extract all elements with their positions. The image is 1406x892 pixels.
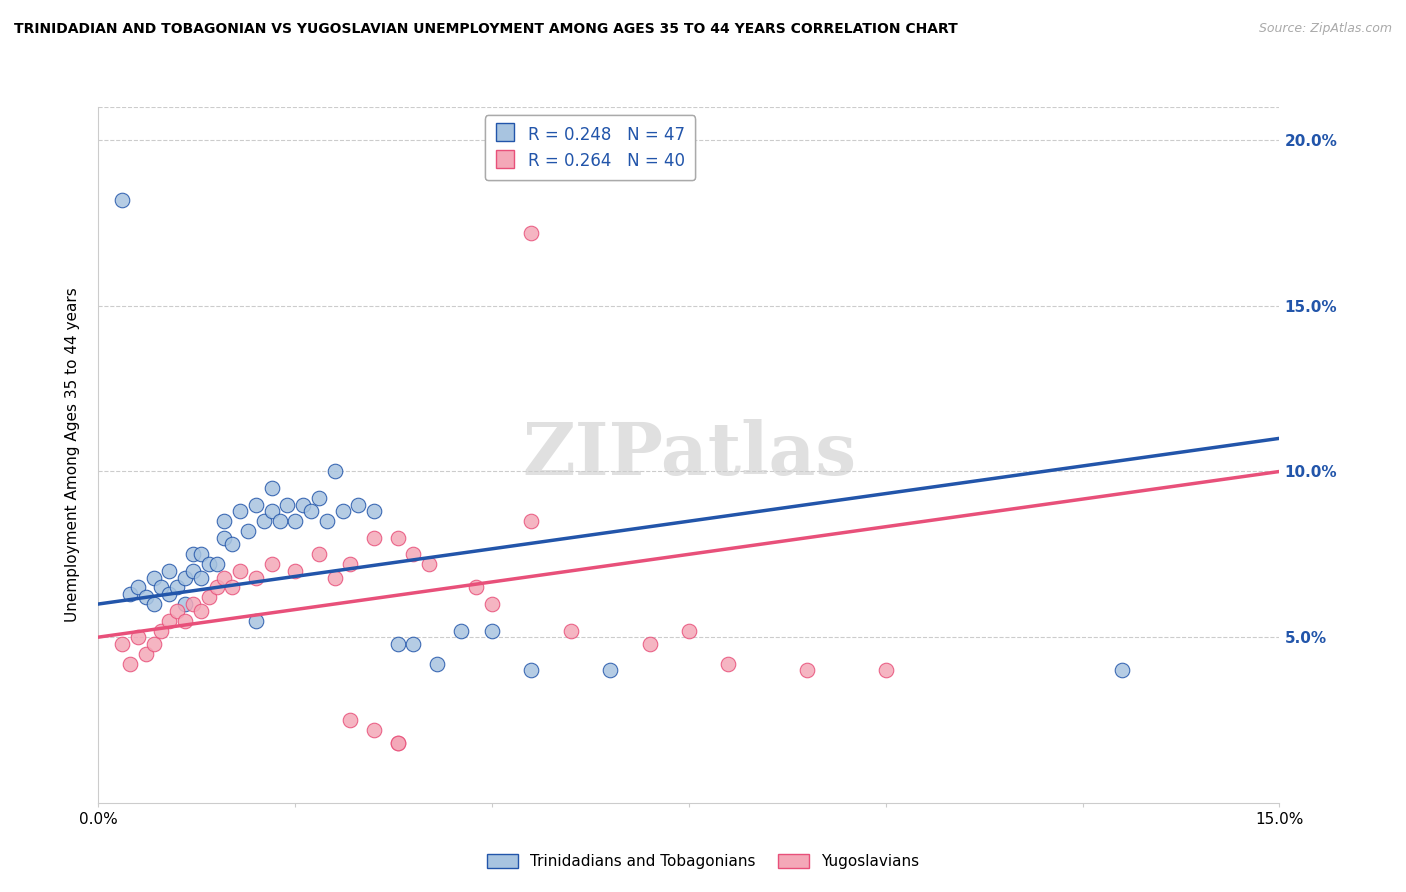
Point <box>142 637 165 651</box>
Point <box>308 547 330 561</box>
Point <box>717 657 740 671</box>
Point <box>299 504 322 518</box>
Point <box>560 624 582 638</box>
Point <box>181 597 204 611</box>
Point <box>181 547 204 561</box>
Point <box>387 531 409 545</box>
Point <box>418 558 440 572</box>
Point <box>284 564 307 578</box>
Point <box>142 570 165 584</box>
Point <box>174 597 197 611</box>
Point <box>638 637 661 651</box>
Point <box>190 547 212 561</box>
Point <box>157 564 180 578</box>
Point <box>520 663 543 677</box>
Legend: R = 0.248   N = 47, R = 0.264   N = 40: R = 0.248 N = 47, R = 0.264 N = 40 <box>485 115 695 180</box>
Y-axis label: Unemployment Among Ages 35 to 44 years: Unemployment Among Ages 35 to 44 years <box>65 287 80 623</box>
Point <box>465 581 488 595</box>
Point <box>127 581 149 595</box>
Point <box>253 514 276 528</box>
Point <box>387 736 409 750</box>
Point <box>111 193 134 207</box>
Point <box>214 531 236 545</box>
Point <box>599 663 621 677</box>
Point <box>118 657 141 671</box>
Text: ZIPatlas: ZIPatlas <box>522 419 856 491</box>
Point <box>118 587 141 601</box>
Point <box>402 547 425 561</box>
Point <box>135 647 157 661</box>
Legend: Trinidadians and Tobagonians, Yugoslavians: Trinidadians and Tobagonians, Yugoslavia… <box>481 848 925 875</box>
Point <box>174 614 197 628</box>
Point <box>157 587 180 601</box>
Point <box>260 558 283 572</box>
Point <box>174 570 197 584</box>
Point <box>347 498 370 512</box>
Point <box>426 657 449 671</box>
Point <box>796 663 818 677</box>
Point <box>190 570 212 584</box>
Point <box>308 491 330 505</box>
Point <box>339 713 361 727</box>
Point <box>292 498 315 512</box>
Point <box>332 504 354 518</box>
Point <box>229 504 252 518</box>
Point <box>245 614 267 628</box>
Point <box>260 504 283 518</box>
Point <box>205 558 228 572</box>
Point <box>214 514 236 528</box>
Point <box>323 570 346 584</box>
Point <box>142 597 165 611</box>
Point <box>520 226 543 240</box>
Point <box>284 514 307 528</box>
Point <box>875 663 897 677</box>
Point <box>197 558 219 572</box>
Point <box>111 637 134 651</box>
Point <box>150 624 173 638</box>
Point <box>236 524 259 538</box>
Point <box>481 597 503 611</box>
Point <box>181 564 204 578</box>
Point <box>221 537 243 551</box>
Point <box>166 581 188 595</box>
Point <box>197 591 219 605</box>
Point <box>363 504 385 518</box>
Point <box>363 723 385 737</box>
Point <box>127 630 149 644</box>
Point <box>269 514 291 528</box>
Point <box>190 604 212 618</box>
Point <box>150 581 173 595</box>
Point <box>678 624 700 638</box>
Point <box>520 514 543 528</box>
Point <box>214 570 236 584</box>
Point <box>260 481 283 495</box>
Point <box>323 465 346 479</box>
Point <box>135 591 157 605</box>
Text: TRINIDADIAN AND TOBAGONIAN VS YUGOSLAVIAN UNEMPLOYMENT AMONG AGES 35 TO 44 YEARS: TRINIDADIAN AND TOBAGONIAN VS YUGOSLAVIA… <box>14 22 957 37</box>
Point <box>339 558 361 572</box>
Point <box>1111 663 1133 677</box>
Point <box>229 564 252 578</box>
Point <box>245 570 267 584</box>
Point <box>221 581 243 595</box>
Point <box>481 624 503 638</box>
Point <box>402 637 425 651</box>
Point <box>315 514 337 528</box>
Text: Source: ZipAtlas.com: Source: ZipAtlas.com <box>1258 22 1392 36</box>
Point <box>387 736 409 750</box>
Point <box>276 498 298 512</box>
Point <box>450 624 472 638</box>
Point <box>157 614 180 628</box>
Point <box>245 498 267 512</box>
Point <box>166 604 188 618</box>
Point <box>363 531 385 545</box>
Point <box>205 581 228 595</box>
Point <box>387 637 409 651</box>
